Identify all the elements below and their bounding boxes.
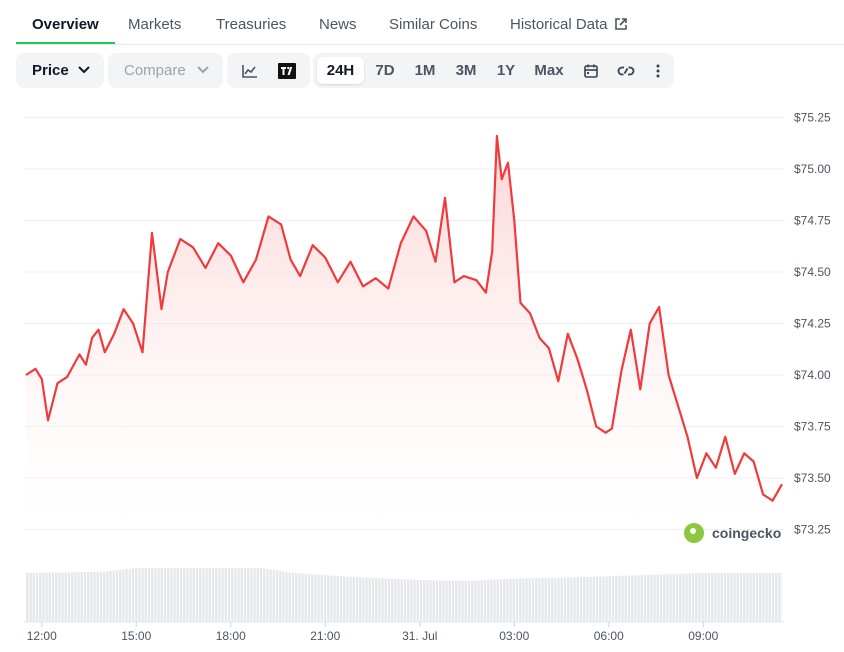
range-7d-button[interactable]: 7D [368,57,402,84]
x-tick-label: 03:00 [499,629,529,643]
chevron-down-icon [78,66,90,74]
tradingview-button[interactable] [271,57,303,84]
tab-bar: Overview Markets Treasuries News Similar… [16,0,844,45]
more-vertical-icon [656,64,660,77]
x-axis: 12:00 15:00 18:00 21:00 31. Jul 03:00 06:00 09:… [27,622,719,643]
chevron-down-icon [197,66,209,74]
external-link-icon [614,17,627,30]
watermark-text: coingecko [712,525,782,541]
y-tick-label: $73.50 [794,471,831,485]
line-chart-icon [242,64,257,78]
tab-markets[interactable]: Markets [112,0,197,43]
range-24h-label: 24H [326,62,355,79]
x-tick-label: 06:00 [594,629,624,643]
range-7d-label: 7D [375,62,395,79]
range-3m-label: 3M [455,62,477,79]
compare-dropdown[interactable]: Compare [108,53,223,88]
tab-similar-coins[interactable]: Similar Coins [373,0,493,43]
tab-historical-data-label: Historical Data [510,16,608,33]
tab-treasuries[interactable]: Treasuries [200,0,302,43]
y-tick-label: $75.25 [794,111,831,125]
x-tick-label: 31. Jul [402,629,437,643]
y-tick-label: $73.75 [794,420,831,434]
x-tick-label: 15:00 [121,629,151,643]
range-1y-button[interactable]: 1Y [490,57,522,84]
price-line [25,134,783,502]
price-dropdown[interactable]: Price [16,53,104,88]
tab-overview[interactable]: Overview [16,0,115,44]
tab-overview-label: Overview [32,16,99,33]
time-range-group: 24H 7D 1M 3M 1Y Max [313,53,674,88]
y-tick-label: $74.75 [794,214,831,228]
range-1m-label: 1M [414,62,436,79]
y-tick-label: $74.25 [794,317,831,331]
y-tick-label: $74.50 [794,265,831,279]
x-tick-label: 12:00 [27,629,57,643]
y-tick-label: $73.25 [794,523,831,537]
coingecko-watermark: coingecko [684,522,781,544]
y-tick-label: $75.00 [794,162,831,176]
x-tick-label: 21:00 [310,629,340,643]
coingecko-logo-icon [684,523,704,543]
tab-similar-coins-label: Similar Coins [389,16,478,33]
tradingview-icon [278,62,296,79]
more-options-button[interactable] [642,57,674,84]
range-max-button[interactable]: Max [528,57,570,84]
tab-treasuries-label: Treasuries [216,16,287,33]
range-1m-button[interactable]: 1M [408,57,442,84]
tab-historical-data[interactable]: Historical Data [494,0,644,43]
tab-news[interactable]: News [303,0,373,43]
line-chart-button[interactable] [234,57,266,84]
volume-bar-lines [28,548,782,622]
link-icon [617,66,635,75]
calendar-icon [584,64,598,78]
price-area [26,136,782,530]
chart-type-group [227,53,310,88]
range-3m-button[interactable]: 3M [449,57,483,84]
share-link-button[interactable] [610,57,642,84]
y-tick-label: $74.00 [794,368,831,382]
price-dropdown-label: Price [32,62,69,79]
range-max-label: Max [534,62,564,79]
price-chart[interactable]: $75.25 $75.00 $74.75 $74.50 $74.25 $74.00 $73.… [0,96,844,652]
range-24h-button[interactable]: 24H [317,57,364,84]
y-axis: $75.25 $75.00 $74.75 $74.50 $74.25 $74.00 $73.… [794,111,831,537]
x-tick-label: 09:00 [688,629,718,643]
range-1y-label: 1Y [496,62,516,79]
x-tick-label: 18:00 [216,629,246,643]
tab-markets-label: Markets [128,16,182,33]
compare-dropdown-label: Compare [124,62,186,79]
calendar-button[interactable] [575,57,607,84]
tab-news-label: News [319,16,357,33]
